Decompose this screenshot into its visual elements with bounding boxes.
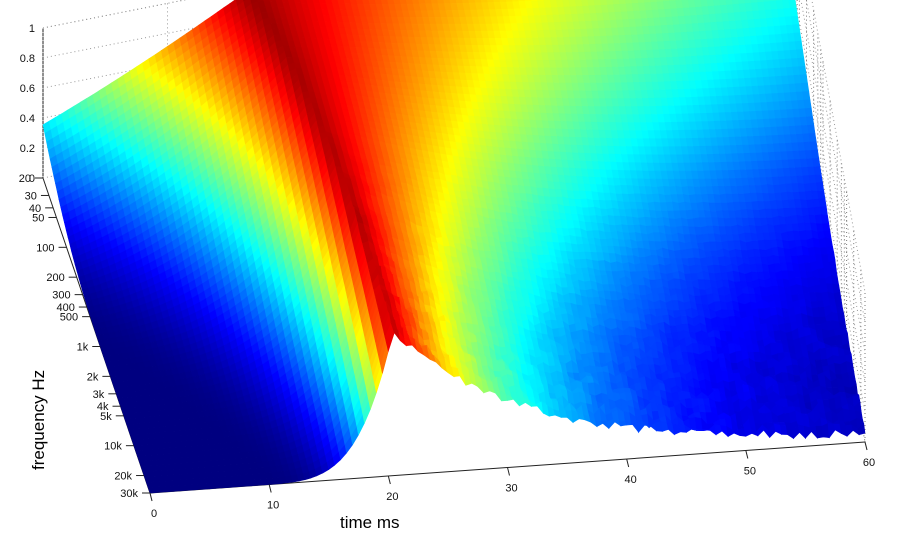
surface-patch	[799, 74, 808, 84]
surface-patch	[374, 0, 383, 5]
surface-patch	[802, 91, 811, 101]
side-grid-line	[794, 0, 866, 383]
surface-patch	[806, 116, 815, 126]
side-grid-line	[789, 0, 866, 413]
surface-patch	[455, 0, 464, 4]
surface-patch	[325, 0, 333, 5]
surface-patch	[789, 7, 798, 17]
surface-patch	[612, 0, 621, 5]
surface-patch	[443, 0, 451, 4]
surface-patch	[713, 0, 721, 7]
surface-patch	[468, 0, 476, 4]
surface-patch	[399, 0, 408, 5]
side-grid-line	[811, 0, 866, 293]
surface-patch	[803, 99, 812, 109]
surface-patch	[812, 157, 821, 168]
surface-patch	[807, 124, 816, 135]
surface-patch	[808, 133, 817, 143]
surface-patch	[822, 223, 831, 232]
surface-patch	[606, 0, 614, 6]
surface-patch	[418, 0, 427, 5]
surface-patch	[809, 141, 818, 151]
surface-patch	[725, 0, 734, 6]
surface-patch	[813, 166, 822, 176]
surface-patch	[816, 181, 825, 192]
surface-patch	[449, 0, 458, 4]
surface-patch	[793, 32, 802, 42]
surface-patch	[804, 107, 813, 118]
surface-patch	[430, 0, 439, 5]
surface-patch	[814, 174, 823, 184]
surface-patch	[405, 0, 414, 5]
surface-patch	[331, 0, 340, 5]
surface-patch	[337, 0, 346, 5]
surface-patch	[790, 15, 800, 26]
surface-patch	[424, 0, 433, 5]
surface-patch	[798, 65, 807, 76]
surface-patch	[811, 149, 820, 160]
surface-patch	[719, 0, 728, 6]
side-grid-line	[805, 0, 866, 323]
surface-patch	[792, 24, 801, 34]
surface-patch	[706, 0, 715, 7]
surface-patch	[800, 82, 810, 93]
surface-patch	[437, 0, 445, 5]
surface	[42, 0, 866, 494]
surface-patch	[833, 291, 842, 301]
surface-patch	[412, 0, 420, 5]
surface-patch	[819, 206, 828, 216]
surface-patch	[362, 0, 371, 5]
surface-patch	[306, 0, 315, 4]
surface-patch	[788, 0, 797, 9]
surface-patch	[821, 214, 830, 225]
surface-patch	[618, 0, 627, 5]
surface-patch	[794, 40, 803, 51]
surface-patch	[818, 198, 827, 208]
surface-patch	[462, 0, 470, 4]
surface-patch	[795, 49, 805, 59]
surface-patch	[393, 0, 402, 5]
surface-patch	[368, 0, 377, 5]
side-grid-line	[800, 0, 866, 353]
surface-patch	[474, 0, 483, 4]
surface-patch	[817, 190, 826, 200]
surface-patch	[797, 57, 806, 68]
surface-patch	[599, 0, 608, 6]
surface-patch	[593, 0, 602, 6]
